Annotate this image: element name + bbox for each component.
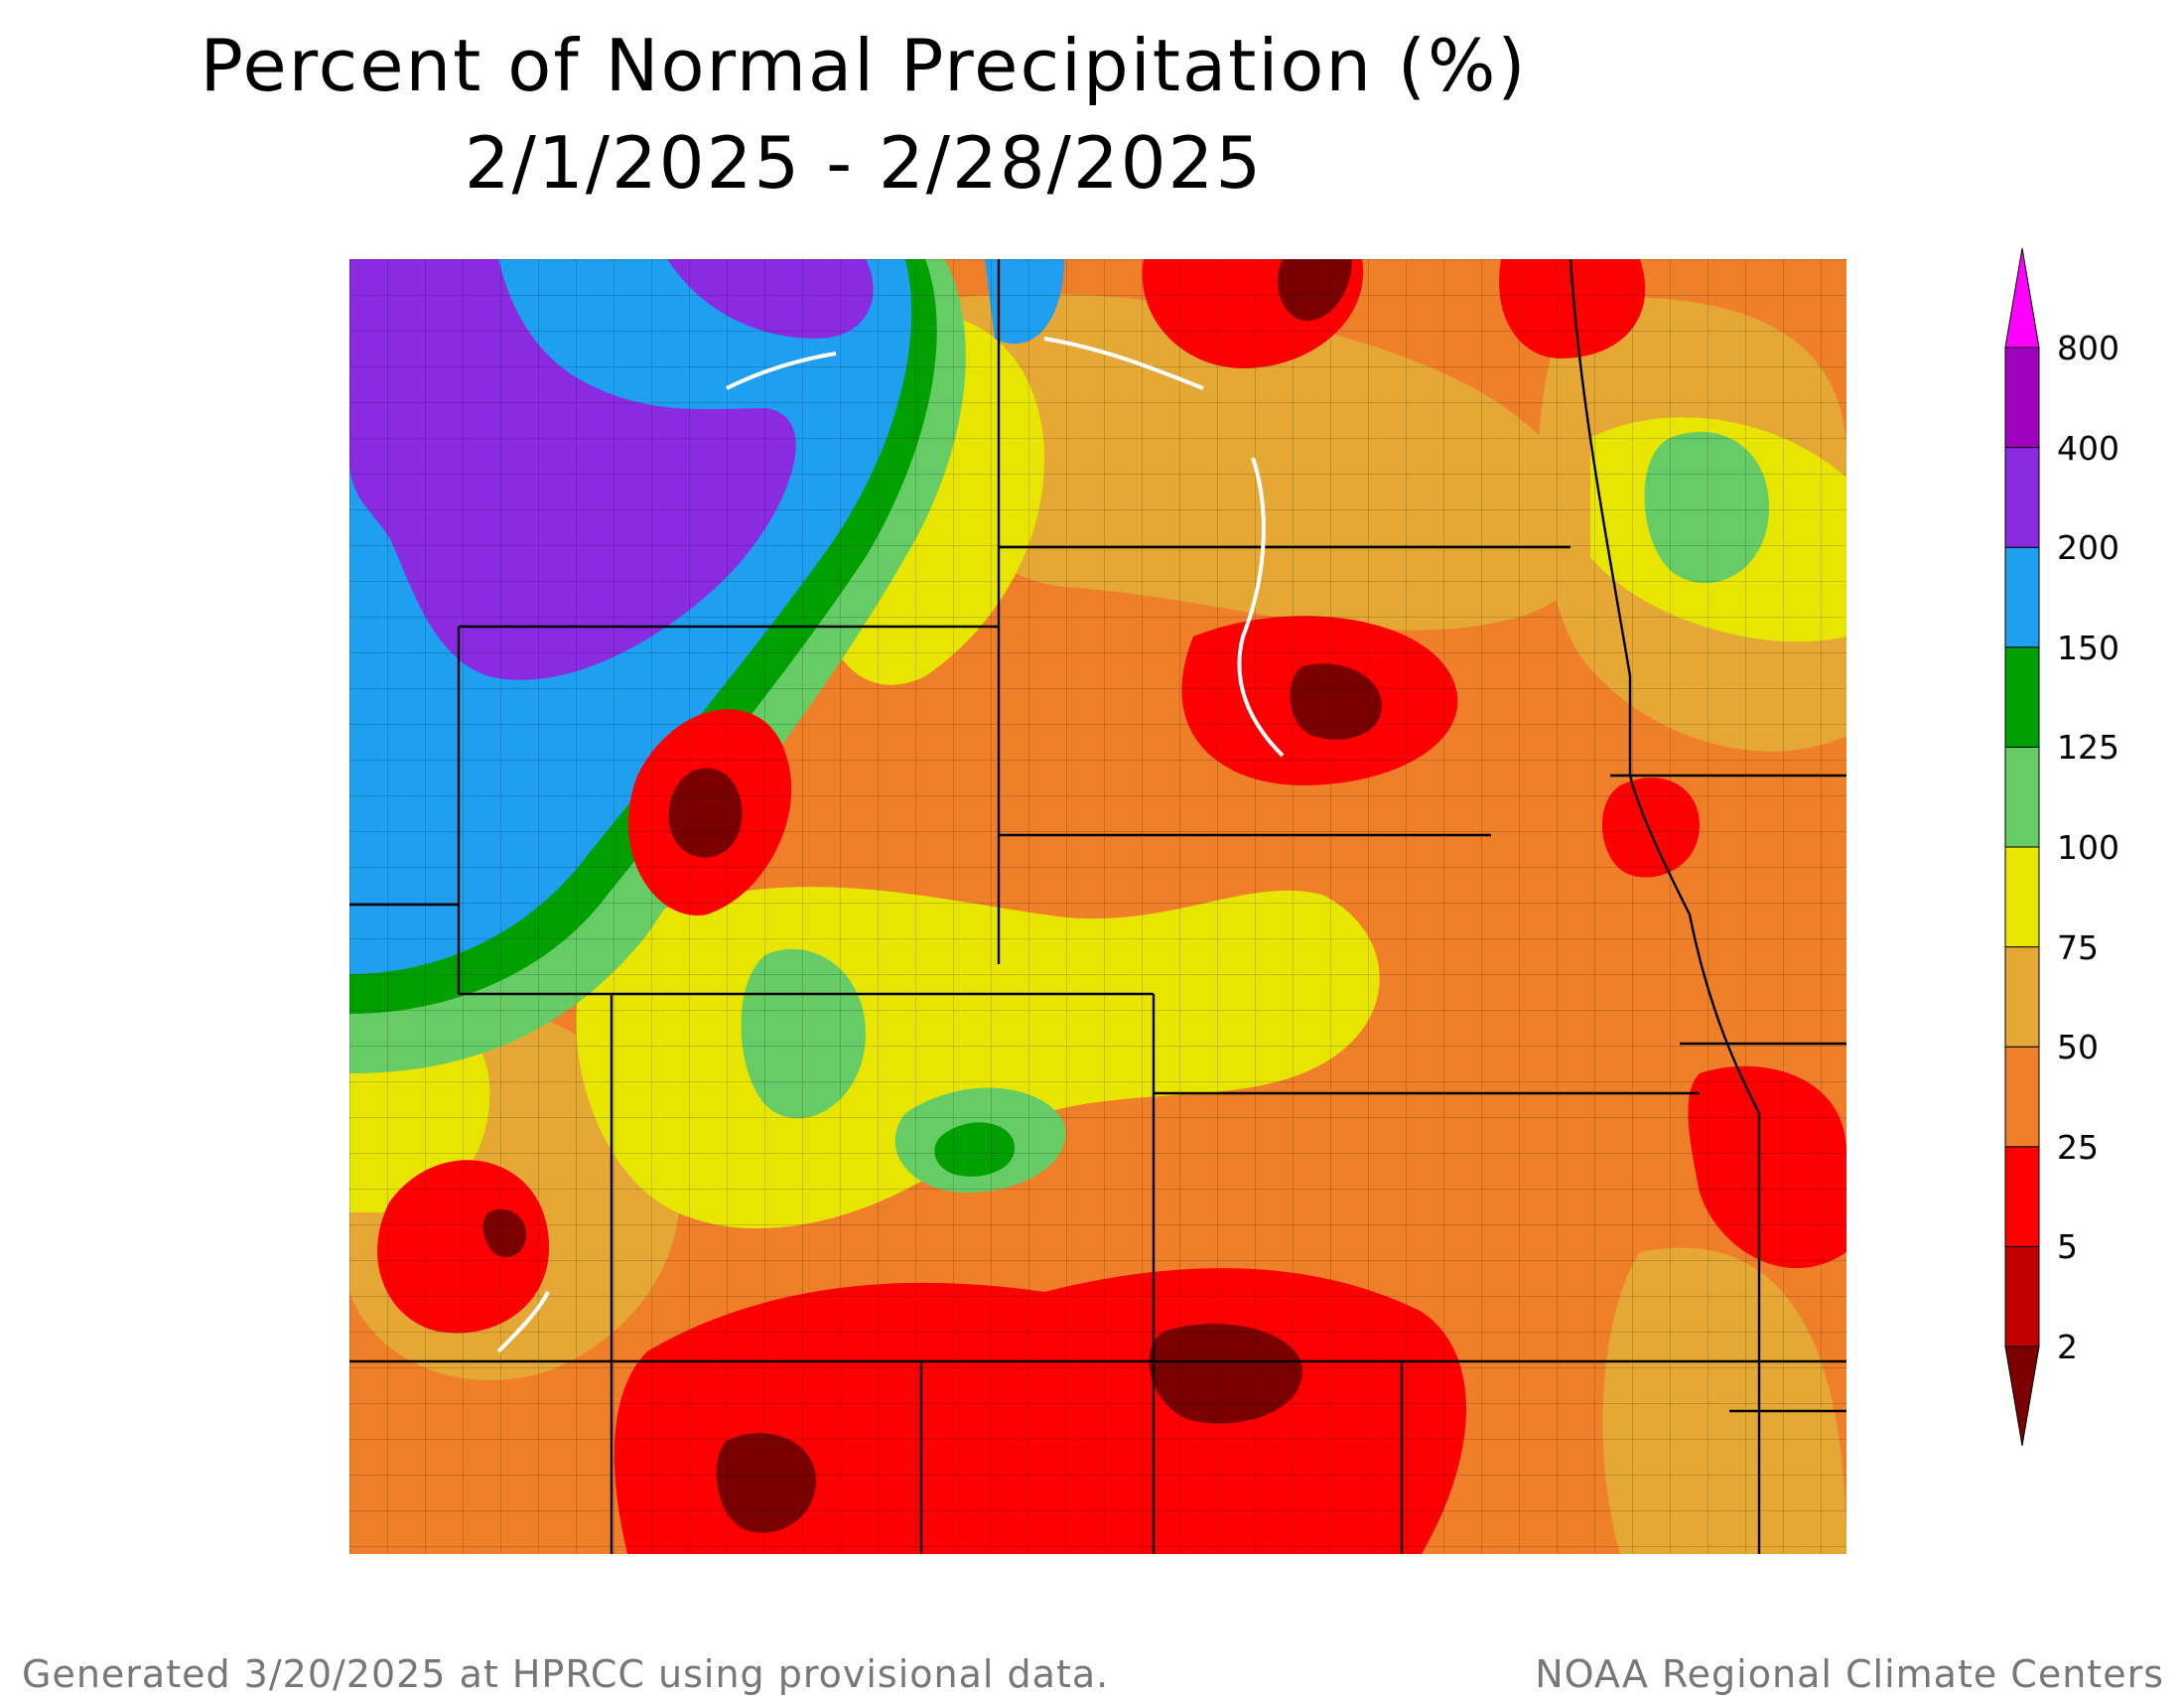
legend-tick-label: 5: [2057, 1227, 2078, 1267]
legend-band-6: [2004, 746, 2040, 848]
legend-band-4: [2004, 946, 2040, 1048]
legend-band-1: [2004, 1245, 2040, 1347]
legend-band-5: [2004, 846, 2040, 948]
legend-tick-label: 2: [2057, 1328, 2078, 1366]
footer-generated-note: Generated 3/20/2025 at HPRCC using provi…: [22, 1652, 1110, 1696]
legend-band-2: [2004, 1146, 2040, 1247]
legend-band-3: [2004, 1046, 2040, 1148]
map-date-range: 2/1/2025 - 2/28/2025: [464, 121, 1264, 205]
legend-band-11: [2004, 248, 2040, 349]
legend-tick-label: 200: [2057, 528, 2119, 568]
legend-tick-label: 400: [2057, 428, 2119, 468]
precipitation-map: [349, 259, 1846, 1554]
legend-tick-label: 100: [2057, 828, 2119, 867]
legend-band-0: [2004, 1345, 2040, 1447]
legend-tick-label: 25: [2057, 1127, 2099, 1167]
legend-band-8: [2004, 546, 2040, 648]
legend-tick-label: 800: [2057, 329, 2119, 367]
map-title: Percent of Normal Precipitation (%): [200, 24, 1528, 107]
state-borders: [349, 259, 1846, 1554]
county-grid: [349, 259, 1846, 1554]
legend-tick-label: 50: [2057, 1028, 2099, 1067]
legend-band-9: [2004, 447, 2040, 548]
legend-tick-label: 150: [2057, 628, 2119, 667]
legend-band-7: [2004, 646, 2040, 748]
rivers: [496, 337, 1285, 1353]
legend-colorbar: [2004, 248, 2040, 1447]
footer-source: NOAA Regional Climate Centers: [1535, 1652, 2164, 1696]
legend-tick-label: 75: [2057, 927, 2099, 967]
legend-tick-label: 125: [2057, 728, 2119, 768]
legend-band-10: [2004, 347, 2040, 449]
